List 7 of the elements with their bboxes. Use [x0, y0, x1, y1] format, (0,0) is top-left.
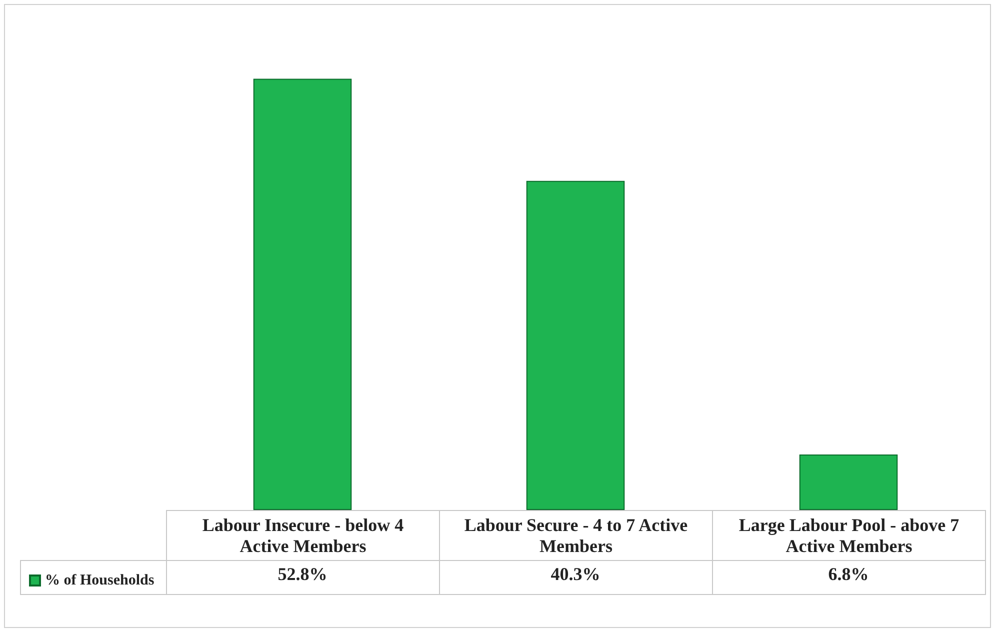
x-tick-label: Large Labour Pool - above 7 Active Members — [712, 510, 986, 560]
data-label: 40.3% — [550, 564, 600, 584]
legend-label: % of Households — [45, 572, 154, 588]
data-label: 6.8% — [828, 564, 869, 584]
x-tick-label: Labour Insecure - below 4 Active Members — [166, 510, 440, 560]
data-label: 52.8% — [278, 564, 328, 584]
x-tick-label: Labour Secure - 4 to 7 Active Members — [440, 510, 712, 560]
